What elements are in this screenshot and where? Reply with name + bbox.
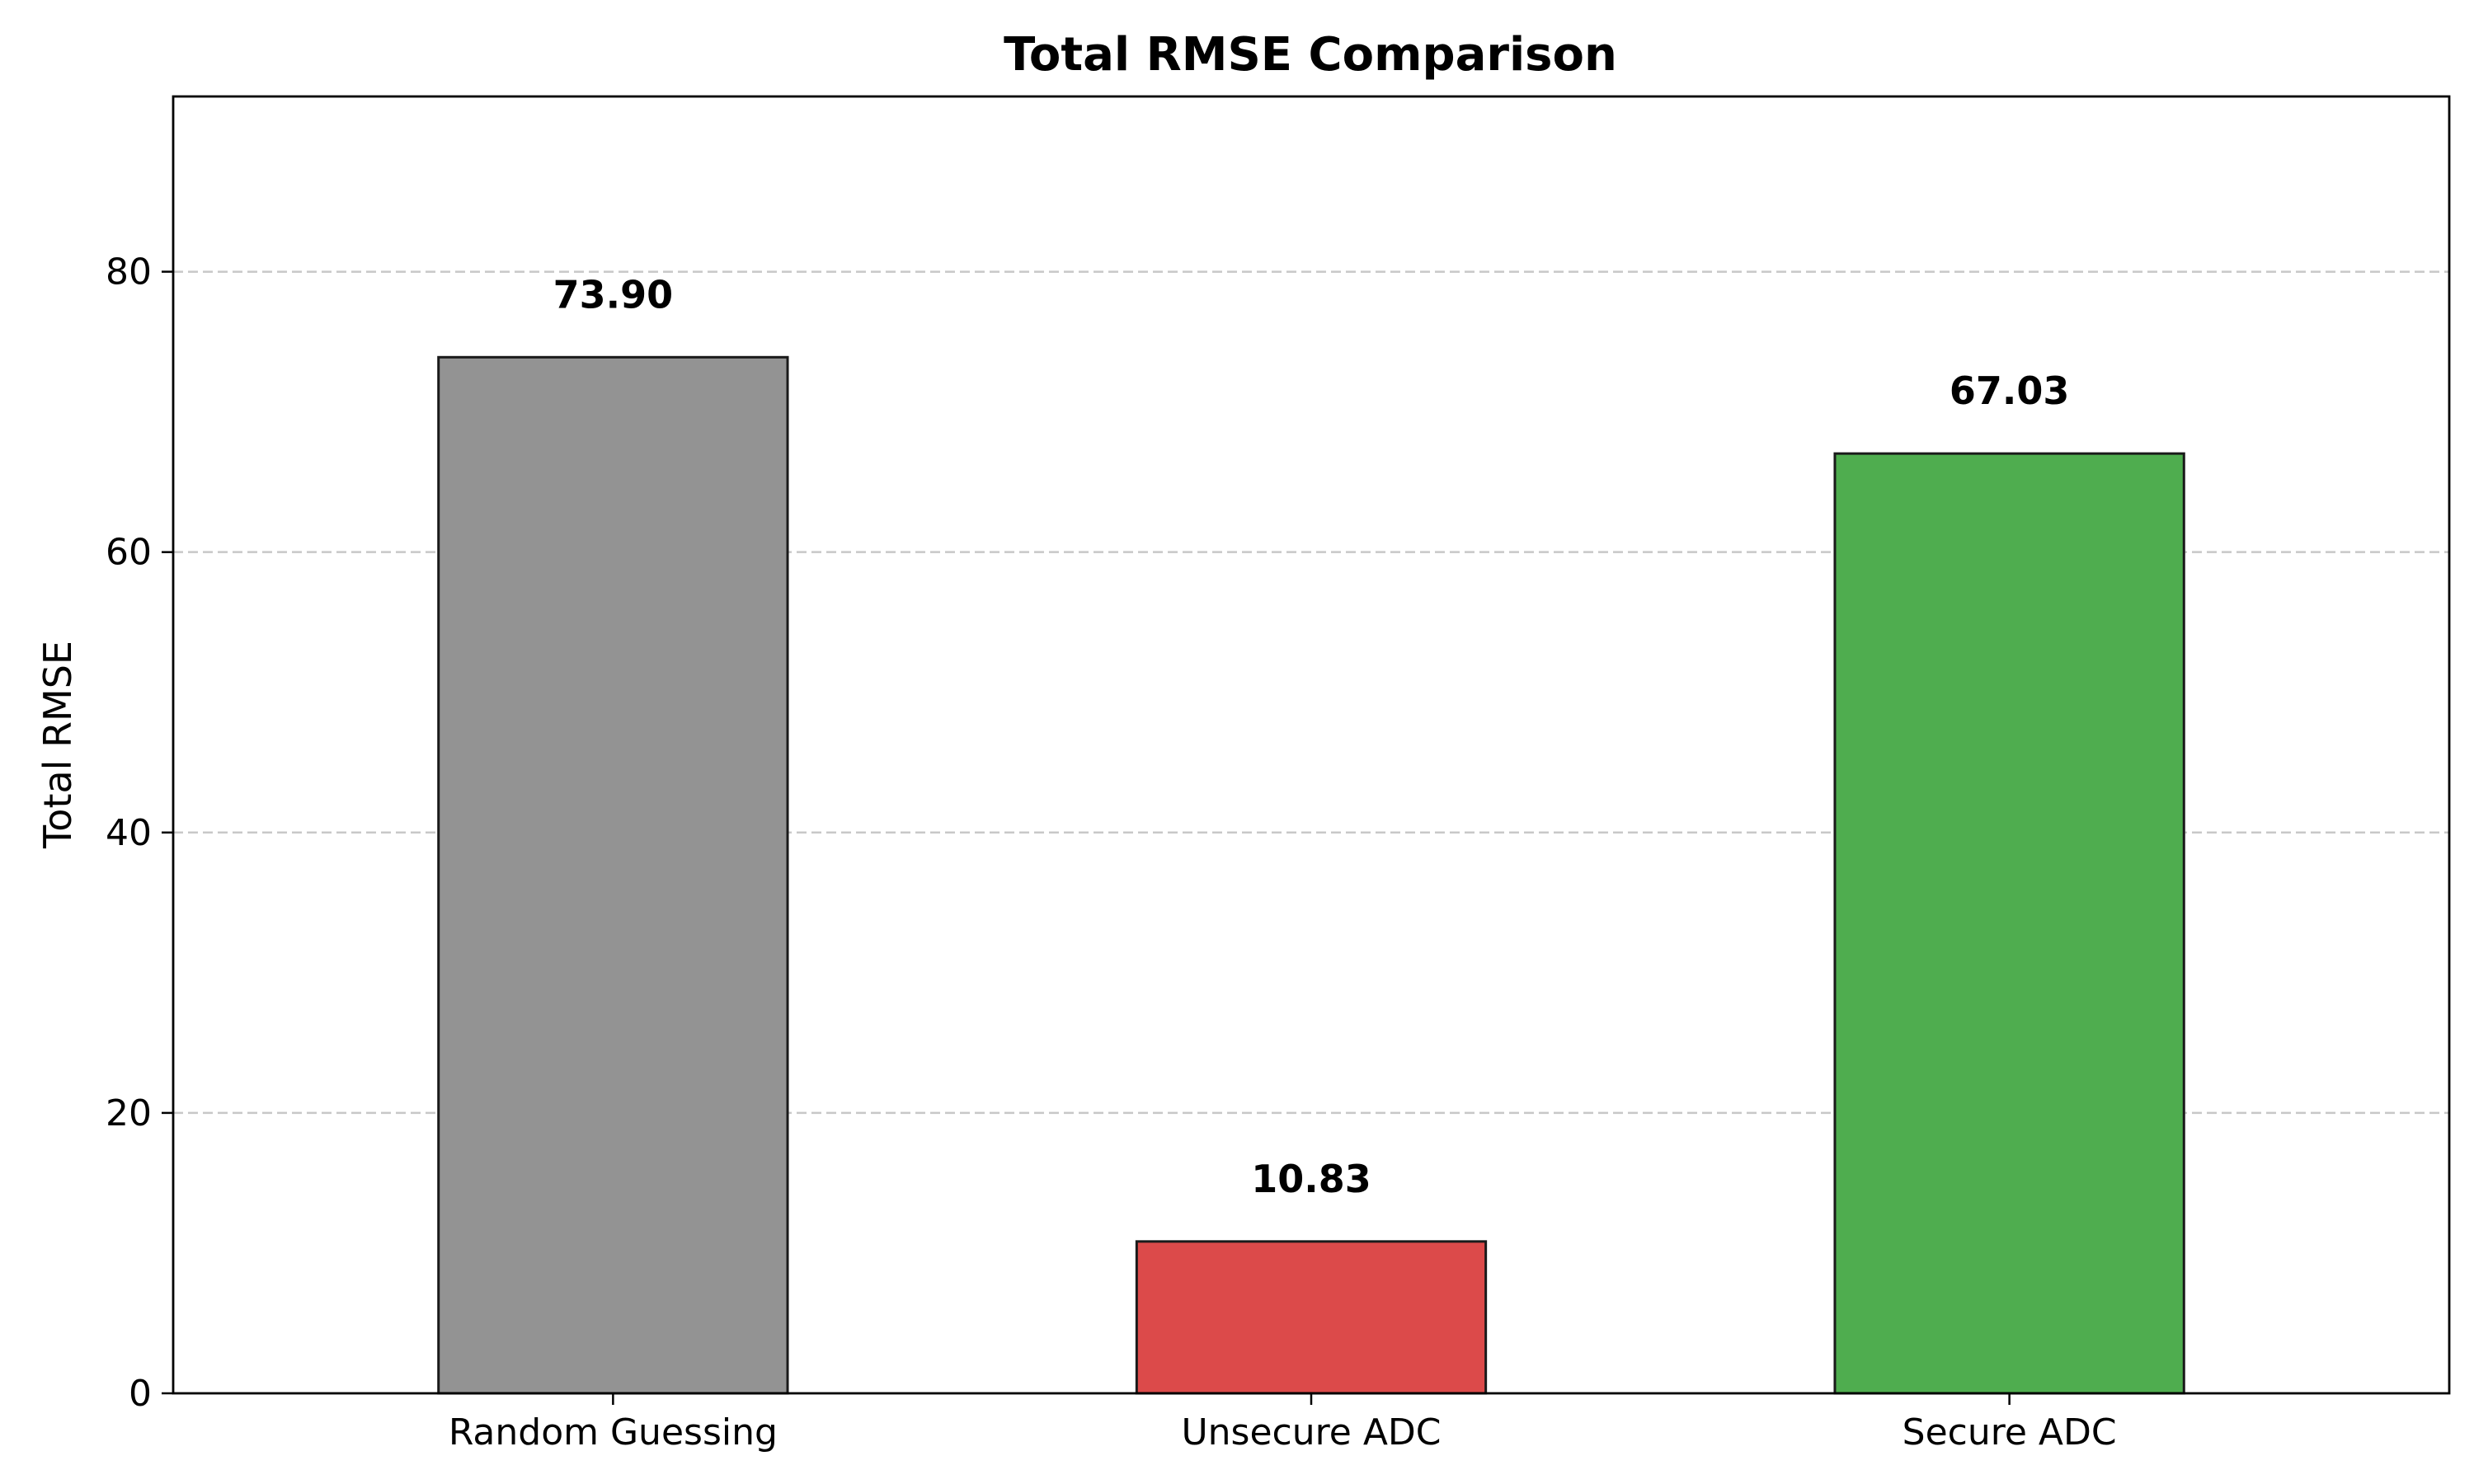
bar-secure-adc [1833,452,2185,1395]
y-axis-ticks: 0 20 40 60 80 [106,251,173,1415]
bar-value-label: 67.03 [1950,369,2070,413]
y-axis-label: Total RMSE [35,641,80,849]
bar-unsecure-adc [1135,1240,1488,1395]
x-tick-label: Unsecure ADC [1181,1411,1441,1453]
x-axis-ticks: Random Guessing Unsecure ADC Secure ADC [449,1393,2117,1453]
y-tick-label: 40 [106,812,152,854]
bar-value-label: 10.83 [1251,1157,1371,1201]
y-tick-label: 0 [129,1373,152,1415]
y-tick-label: 60 [106,532,152,574]
bar-value-label: 73.90 [553,272,674,317]
y-tick-label: 20 [106,1092,152,1134]
bars [437,355,2185,1395]
chart-title: Total RMSE Comparison [1004,28,1617,82]
x-tick-label: Secure ADC [1903,1411,2117,1453]
bar-random-guessing [437,355,789,1395]
plot-frame [172,95,2451,1395]
value-labels: 73.90 10.83 67.03 [553,272,2070,1201]
y-tick-label: 80 [106,251,152,294]
x-tick-label: Random Guessing [449,1411,778,1453]
